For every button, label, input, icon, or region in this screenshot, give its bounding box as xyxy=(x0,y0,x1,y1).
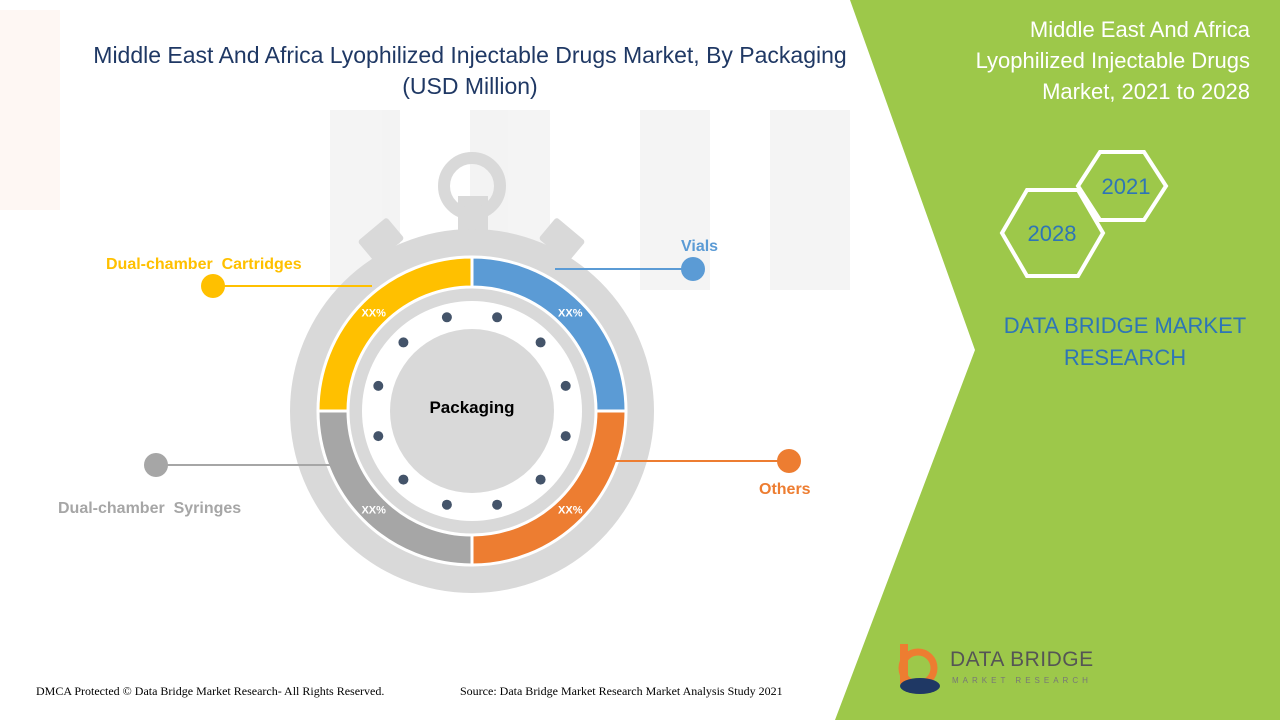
center-disc xyxy=(390,329,554,493)
logo-name: DATA BRIDGE xyxy=(950,648,1094,671)
dial-dot xyxy=(441,499,452,510)
stopwatch-button-left xyxy=(358,218,404,262)
brand-line1: DATA BRIDGE MARKET xyxy=(1003,313,1247,338)
dial-dot xyxy=(398,474,409,485)
dial-dot xyxy=(560,431,571,442)
segment-label-3: XX% xyxy=(361,308,386,320)
chart-title: Middle East And Africa Lyophilized Injec… xyxy=(60,40,880,102)
segment-label-1: XX% xyxy=(558,504,583,516)
legend-vials: Vials xyxy=(681,238,718,255)
dial-dot xyxy=(535,337,546,348)
stopwatch-crown-ring xyxy=(438,152,506,220)
side-title-line1: Middle East And Africa xyxy=(1029,17,1250,42)
source-note: Source: Data Bridge Market Research Mark… xyxy=(460,684,783,698)
segment-label-0: XX% xyxy=(558,308,583,320)
marker-syringes xyxy=(144,453,168,477)
year-end: 2028 xyxy=(1028,221,1077,246)
marker-cartridges xyxy=(201,274,225,298)
hexagon-2021 xyxy=(1075,150,1169,222)
legend-syringes: Dual-chamber Syringes xyxy=(58,500,241,517)
year-start: 2021 xyxy=(1102,174,1151,199)
legend-cartridges: Dual-chamber Cartridges xyxy=(106,256,302,273)
dial-dot xyxy=(398,337,409,348)
brand-name: DATA BRIDGE MARKET RESEARCH xyxy=(990,310,1260,374)
dial-dot xyxy=(492,499,503,510)
watermark xyxy=(0,10,850,290)
dial-dot xyxy=(492,312,503,323)
side-title-line3: Market, 2021 to 2028 xyxy=(1042,79,1250,104)
brand-line2: RESEARCH xyxy=(1063,345,1187,370)
segment-labels: XX% XX% XX% XX% xyxy=(361,308,582,517)
dial-dot xyxy=(373,431,384,442)
side-title-line2: Lyophilized Injectable Drugs xyxy=(975,48,1250,73)
dial-dot xyxy=(560,380,571,391)
logo-icon xyxy=(898,644,940,694)
legend-others: Others xyxy=(759,481,811,498)
dial-dot xyxy=(441,312,452,323)
logo-tagline: MARKET RESEARCH xyxy=(952,676,1092,685)
dial-dots xyxy=(373,312,571,510)
marker-others xyxy=(777,449,801,473)
marker-vials xyxy=(681,257,705,281)
donut-segment-3 xyxy=(316,255,474,413)
copyright-notice: DMCA Protected © Data Bridge Market Rese… xyxy=(36,684,385,698)
side-panel xyxy=(835,0,1280,720)
chart-title-line2: (USD Million) xyxy=(402,73,538,99)
dial-dot xyxy=(373,380,384,391)
hexagon-2028 xyxy=(999,188,1106,278)
side-title: Middle East And Africa Lyophilized Injec… xyxy=(930,14,1250,107)
stopwatch-button-right xyxy=(539,218,585,262)
segment-label-2: XX% xyxy=(361,504,386,516)
center-label: Packaging xyxy=(429,398,514,417)
legend: Vials Others Dual-chamber Syringes Dual-… xyxy=(58,238,811,517)
donut-chart xyxy=(316,255,628,567)
dial-dot xyxy=(535,474,546,485)
chart-title-line1: Middle East And Africa Lyophilized Injec… xyxy=(93,42,847,68)
